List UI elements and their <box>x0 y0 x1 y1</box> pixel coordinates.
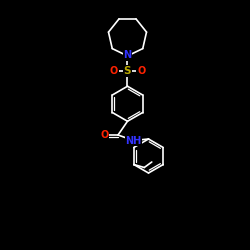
Text: NH: NH <box>126 136 142 145</box>
Text: O: O <box>110 66 118 76</box>
Text: O: O <box>137 66 145 76</box>
Text: S: S <box>124 66 131 76</box>
Text: N: N <box>124 50 132 60</box>
Text: O: O <box>100 130 108 140</box>
